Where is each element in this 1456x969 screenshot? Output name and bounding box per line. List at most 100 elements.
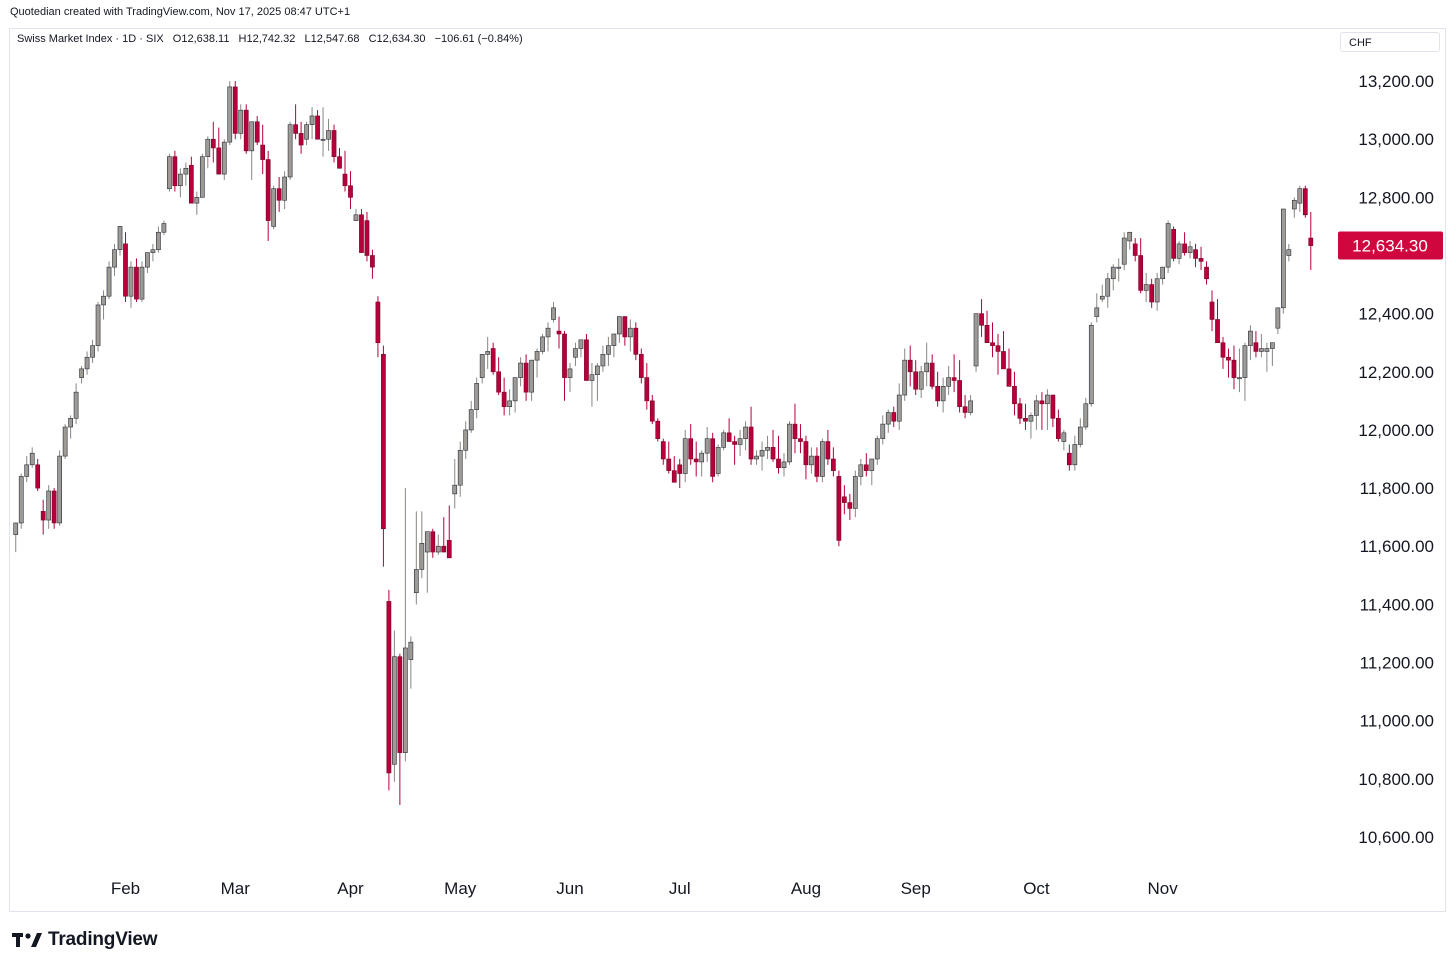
candle-body [221,141,227,175]
candle-body [600,354,606,367]
candle [1209,290,1215,332]
candle [584,333,589,381]
candle-body [726,432,732,442]
candle [573,342,578,366]
candle-body [1198,258,1204,262]
candle-body [112,249,117,268]
candle [1045,389,1050,430]
candle [644,363,650,410]
candle [595,363,600,401]
candle [858,459,864,486]
candle [1034,395,1039,430]
candle [260,124,266,175]
candle [924,342,930,387]
candle-body [1291,199,1297,210]
candle-body [562,333,567,378]
candle-body [589,374,595,381]
candle-body [1237,377,1242,380]
candle-body [326,130,331,140]
candle-body [682,438,688,474]
candle-body [1099,295,1105,300]
candle-body [693,458,699,463]
candle [1198,246,1204,271]
y-tick-label: 11,400.00 [1360,595,1434,614]
candle [907,345,913,387]
chart-frame[interactable] [9,28,1446,912]
x-tick-label: Sep [901,879,931,898]
legend-open: O12,638.11 [172,33,230,45]
x-tick-label: Jul [669,879,691,898]
candle-body [573,348,578,358]
candle [820,438,825,483]
candle-body [309,115,315,125]
candle [1308,211,1314,271]
candle [271,185,277,230]
candle-body [18,476,24,524]
candle [622,316,628,346]
candle-body [188,165,194,204]
legend-low: L12,547.68 [304,33,360,45]
candle [1050,394,1056,428]
candle-body [46,490,52,521]
candle [1088,322,1094,407]
candle-body [463,429,469,451]
candle-body [95,304,101,346]
candle-body [979,313,984,326]
candle-body [331,130,337,157]
candle-body [392,656,397,765]
candle-body [381,354,386,530]
candle [145,252,150,273]
candle [946,365,951,396]
candle [178,168,183,198]
candle [276,177,282,212]
candle-body [622,316,628,338]
legend-symbol[interactable]: Swiss Market Index · 1D · SIX [17,33,164,45]
candle [293,104,298,140]
candle-body [73,391,79,419]
candle [781,453,787,477]
candle [320,107,326,157]
candle [216,127,222,175]
candle-body [35,464,41,489]
candle [1099,284,1105,303]
candle [507,389,512,416]
candle-body [1231,359,1237,378]
candle [655,418,661,442]
candle [748,406,754,465]
candle [545,322,551,352]
candle-body [413,569,419,594]
candle [315,110,320,140]
candle-body [320,138,326,141]
price-tag-box [1338,231,1443,260]
candle [1149,278,1155,308]
candle-body [1264,348,1270,352]
candle [1110,264,1116,291]
candle-body [227,86,233,143]
candle [1171,226,1176,262]
candle-body [715,447,721,474]
candle [693,441,699,477]
candle [1204,261,1209,285]
candle-body [803,441,809,466]
currency-selector[interactable]: CHF [1340,32,1440,52]
candle [1259,333,1264,358]
candle [84,351,90,375]
candle [540,333,545,355]
candle [792,403,798,454]
y-tick-label: 12,200.00 [1358,363,1434,382]
candle [446,505,452,559]
candle [1231,345,1237,390]
chart-credit: Quotedian created with TradingView.com, … [10,6,351,18]
candle [765,435,770,459]
candle [578,339,584,358]
candle-body [287,124,293,178]
candle-body [479,354,485,378]
x-tick-label: Feb [111,879,140,898]
tradingview-brand[interactable]: TradingView [12,929,158,951]
candle-body [1127,231,1133,242]
candle [957,360,962,413]
candle-body [732,441,737,445]
candle [402,488,408,762]
candle [1001,331,1006,370]
